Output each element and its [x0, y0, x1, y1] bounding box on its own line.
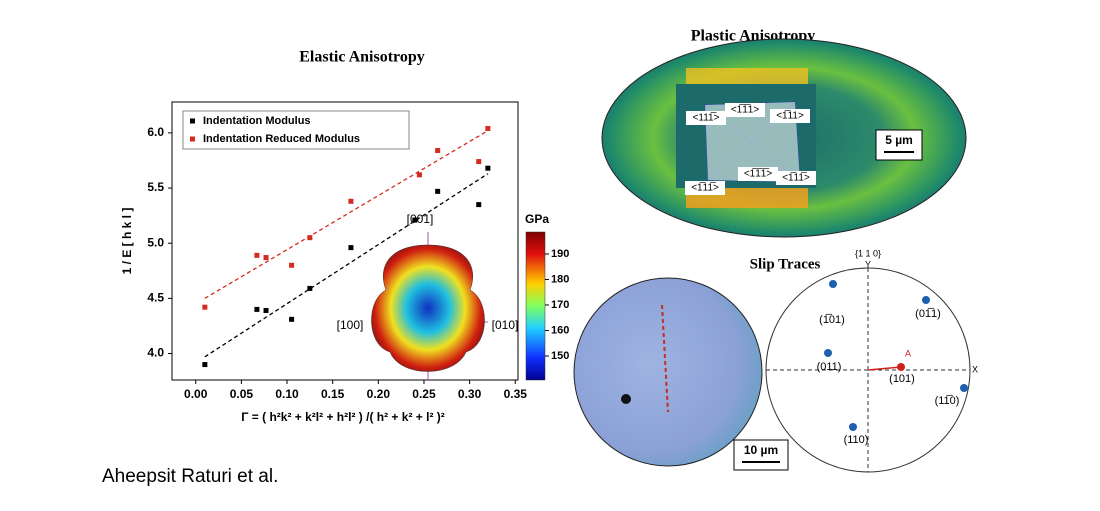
trend-line [204, 130, 489, 299]
colorbar-label: GPa [525, 212, 549, 226]
x-tick-label: 0.05 [230, 387, 254, 401]
x-tick-label: 0.15 [321, 387, 345, 401]
point [435, 148, 441, 154]
colorbar-tick-label: 180 [551, 273, 569, 285]
scale-bar-label: 10 µm [744, 443, 778, 457]
point [476, 159, 482, 165]
chart-title: Elastic Anisotropy [299, 49, 425, 66]
slip-micrograph [573, 277, 763, 467]
point-label: A [905, 348, 911, 358]
inset-label: [010] [492, 318, 519, 332]
direction-label: <111̅> [693, 112, 720, 124]
y-tick-label: 6.0 [147, 125, 164, 139]
label-box [686, 111, 726, 125]
legend-label: Indentation Reduced Modulus [203, 133, 360, 145]
label-box [776, 171, 816, 185]
pole [824, 349, 832, 357]
inset-shape [371, 244, 485, 372]
inset-label: [001] [407, 212, 434, 226]
scale-bar-box [875, 129, 923, 161]
pole-label: (011) [817, 361, 842, 373]
axis-label: Y [865, 259, 871, 269]
label-box [685, 181, 725, 195]
slip-trace [661, 304, 669, 413]
x-axis-label: Γ = ( h²k² + k²l² + h²l² ) /( h² + k² + … [241, 410, 445, 424]
pole-label: (101) [889, 373, 915, 385]
colorbar-tick-label: 170 [551, 299, 569, 311]
point [263, 255, 269, 261]
label-box [738, 167, 778, 181]
label-box [725, 103, 765, 117]
direction-label: <1̅1̅1> [731, 104, 760, 116]
pole [829, 280, 837, 288]
x-tick-label: 0.20 [367, 387, 391, 401]
point [348, 198, 354, 204]
inset-label: [100] [337, 318, 364, 332]
point [435, 188, 441, 194]
defect [621, 394, 631, 404]
point [485, 125, 491, 131]
credit: Aheepsit Raturi et al. [102, 466, 278, 487]
point [254, 252, 260, 258]
point [348, 245, 354, 251]
point [263, 308, 269, 313]
label-box [770, 109, 810, 123]
point [485, 165, 491, 171]
legend-swatch [190, 136, 195, 142]
pile-up [686, 68, 808, 84]
plot-frame [171, 101, 519, 381]
y-tick-label: 4.5 [147, 291, 164, 305]
direction-label: <1̅11> [776, 110, 804, 122]
y-axis-label: 1 / E [ h k l ] [120, 208, 134, 275]
x-tick-label: 0.00 [184, 387, 208, 401]
x-tick-label: 0.10 [275, 387, 299, 401]
pole-figure: {1 1 0} Y X A [765, 248, 978, 473]
pole [897, 363, 905, 371]
pole-label: (110) [844, 434, 869, 446]
pole-header: {1 1 0} [855, 248, 881, 258]
y-tick-label: 5.5 [147, 180, 164, 194]
legend [182, 110, 410, 150]
trend-line [204, 173, 489, 358]
pole [849, 423, 857, 431]
point [254, 306, 260, 312]
direction-label: <1̅1̅1̅> [744, 168, 773, 180]
colorbar-tick-label: 150 [551, 350, 569, 362]
point [289, 316, 295, 322]
point [307, 285, 313, 291]
legend-label: Indentation Modulus [203, 115, 311, 127]
y-tick-label: 4.0 [147, 346, 164, 360]
point [202, 362, 208, 368]
pole-label: (01̅1) [915, 308, 941, 320]
point [202, 304, 208, 310]
point [476, 202, 482, 208]
pole-label: (11̅0) [935, 395, 960, 407]
pole [922, 296, 930, 304]
legend-swatch [190, 118, 195, 124]
inset-surface: [001] [100] [010] [337, 212, 519, 380]
point [289, 262, 295, 268]
scale-bar-label: 5 µm [885, 133, 913, 147]
direction-label: <1̅11̅> [691, 182, 719, 194]
point [416, 172, 422, 178]
pole-label: (1̅01) [819, 314, 845, 326]
colorbar-tick-label: 190 [551, 248, 569, 260]
direction-label: <1̅11̅> [782, 172, 810, 184]
panel-title: Slip Traces [750, 256, 821, 272]
colorbar [525, 231, 546, 381]
pole [960, 384, 968, 392]
y-tick-label: 5.0 [147, 235, 164, 249]
axis-label: X [972, 364, 978, 374]
point [307, 235, 313, 241]
scale-bar-box [733, 439, 789, 471]
pole-vector [867, 366, 902, 371]
colorbar-tick-label: 160 [551, 324, 569, 336]
x-tick-label: 0.25 [412, 387, 436, 401]
x-tick-label: 0.30 [458, 387, 482, 401]
x-tick-label: 0.35 [504, 387, 528, 401]
point [412, 217, 418, 223]
